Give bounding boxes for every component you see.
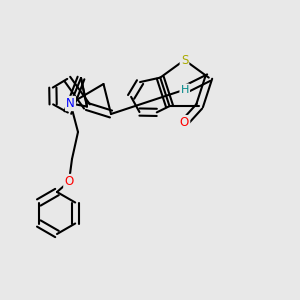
Text: H: H (181, 85, 189, 94)
Text: N: N (66, 97, 75, 110)
Text: O: O (180, 116, 189, 129)
Text: O: O (64, 175, 74, 188)
Text: S: S (181, 53, 188, 67)
